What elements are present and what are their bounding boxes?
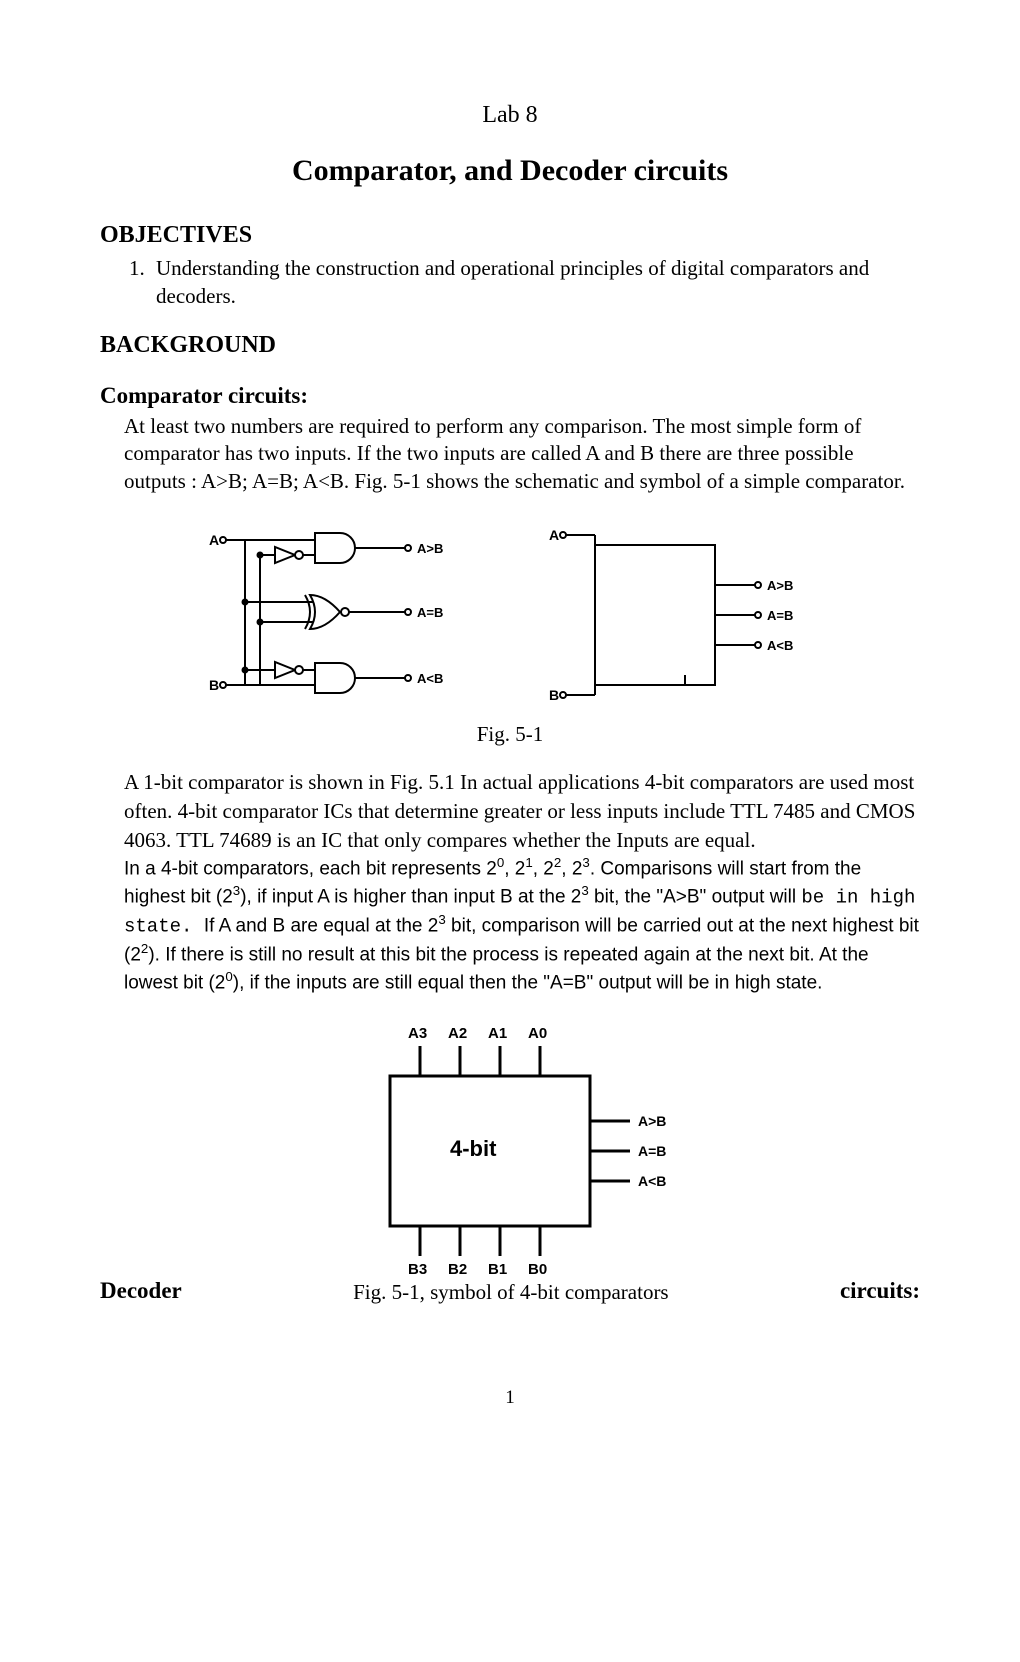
svg-text:B: B <box>209 677 219 693</box>
comparator-para1: At least two numbers are required to per… <box>124 413 920 495</box>
svg-text:B2: B2 <box>448 1261 467 1278</box>
comparator-schematic: A B A>B A=B <box>205 515 475 715</box>
svg-text:A<B: A<B <box>417 671 443 686</box>
main-title: Comparator, and Decoder circuits <box>100 151 920 190</box>
svg-text:A=B: A=B <box>638 1143 666 1159</box>
four-bit-comparator-symbol: A3 A2 A1 A0 B3 B2 B1 B0 4-bit A>B A=B A<… <box>330 1016 690 1286</box>
page-number: 1 <box>100 1386 920 1411</box>
objective-item: Understanding the construction and opera… <box>150 255 920 310</box>
svg-text:A<B: A<B <box>767 638 793 653</box>
svg-text:A=B: A=B <box>417 605 443 620</box>
lab-number: Lab 8 <box>100 100 920 131</box>
decoder-heading-right: circuits: <box>840 1276 920 1306</box>
comparator-symbol: A B A>B A=B A<B <box>535 515 815 715</box>
svg-text:B3: B3 <box>408 1261 427 1278</box>
svg-text:A: A <box>209 532 219 548</box>
objectives-heading: OBJECTIVES <box>100 220 920 251</box>
svg-text:A2: A2 <box>448 1025 467 1042</box>
decoder-heading-left: Decoder <box>100 1276 182 1306</box>
figure-4bit-wrap: A3 A2 A1 A0 B3 B2 B1 B0 4-bit A>B A=B A<… <box>100 1016 920 1286</box>
svg-text:B1: B1 <box>488 1261 507 1278</box>
svg-text:A>B: A>B <box>638 1113 666 1129</box>
svg-text:A0: A0 <box>528 1025 547 1042</box>
background-heading: BACKGROUND <box>100 330 920 361</box>
objectives-list: Understanding the construction and opera… <box>150 255 920 310</box>
svg-text:A1: A1 <box>488 1025 507 1042</box>
svg-text:4-bit: 4-bit <box>450 1136 497 1161</box>
svg-text:A>B: A>B <box>417 541 443 556</box>
fig-5-1-caption: Fig. 5-1 <box>100 721 920 748</box>
svg-text:A<B: A<B <box>638 1173 666 1189</box>
comparator-para2: A 1-bit comparator is shown in Fig. 5.1 … <box>124 768 920 996</box>
svg-text:A=B: A=B <box>767 608 793 623</box>
top-label: A3 <box>408 1025 427 1042</box>
svg-text:A>B: A>B <box>767 578 793 593</box>
figure-5-1-row: A B A>B A=B <box>100 515 920 715</box>
para2-serif: A 1-bit comparator is shown in Fig. 5.1 … <box>124 770 915 851</box>
fig-4bit-caption: Fig. 5-1, symbol of 4-bit comparators <box>182 1279 840 1306</box>
comparator-heading: Comparator circuits: <box>100 381 920 411</box>
svg-text:A: A <box>549 527 559 543</box>
svg-text:B: B <box>549 687 559 703</box>
para2-sans-a: In a 4-bit comparators, each bit represe… <box>124 858 497 879</box>
decoder-heading-row: Decoder Fig. 5-1, symbol of 4-bit compar… <box>100 1276 920 1306</box>
svg-text:B0: B0 <box>528 1261 547 1278</box>
